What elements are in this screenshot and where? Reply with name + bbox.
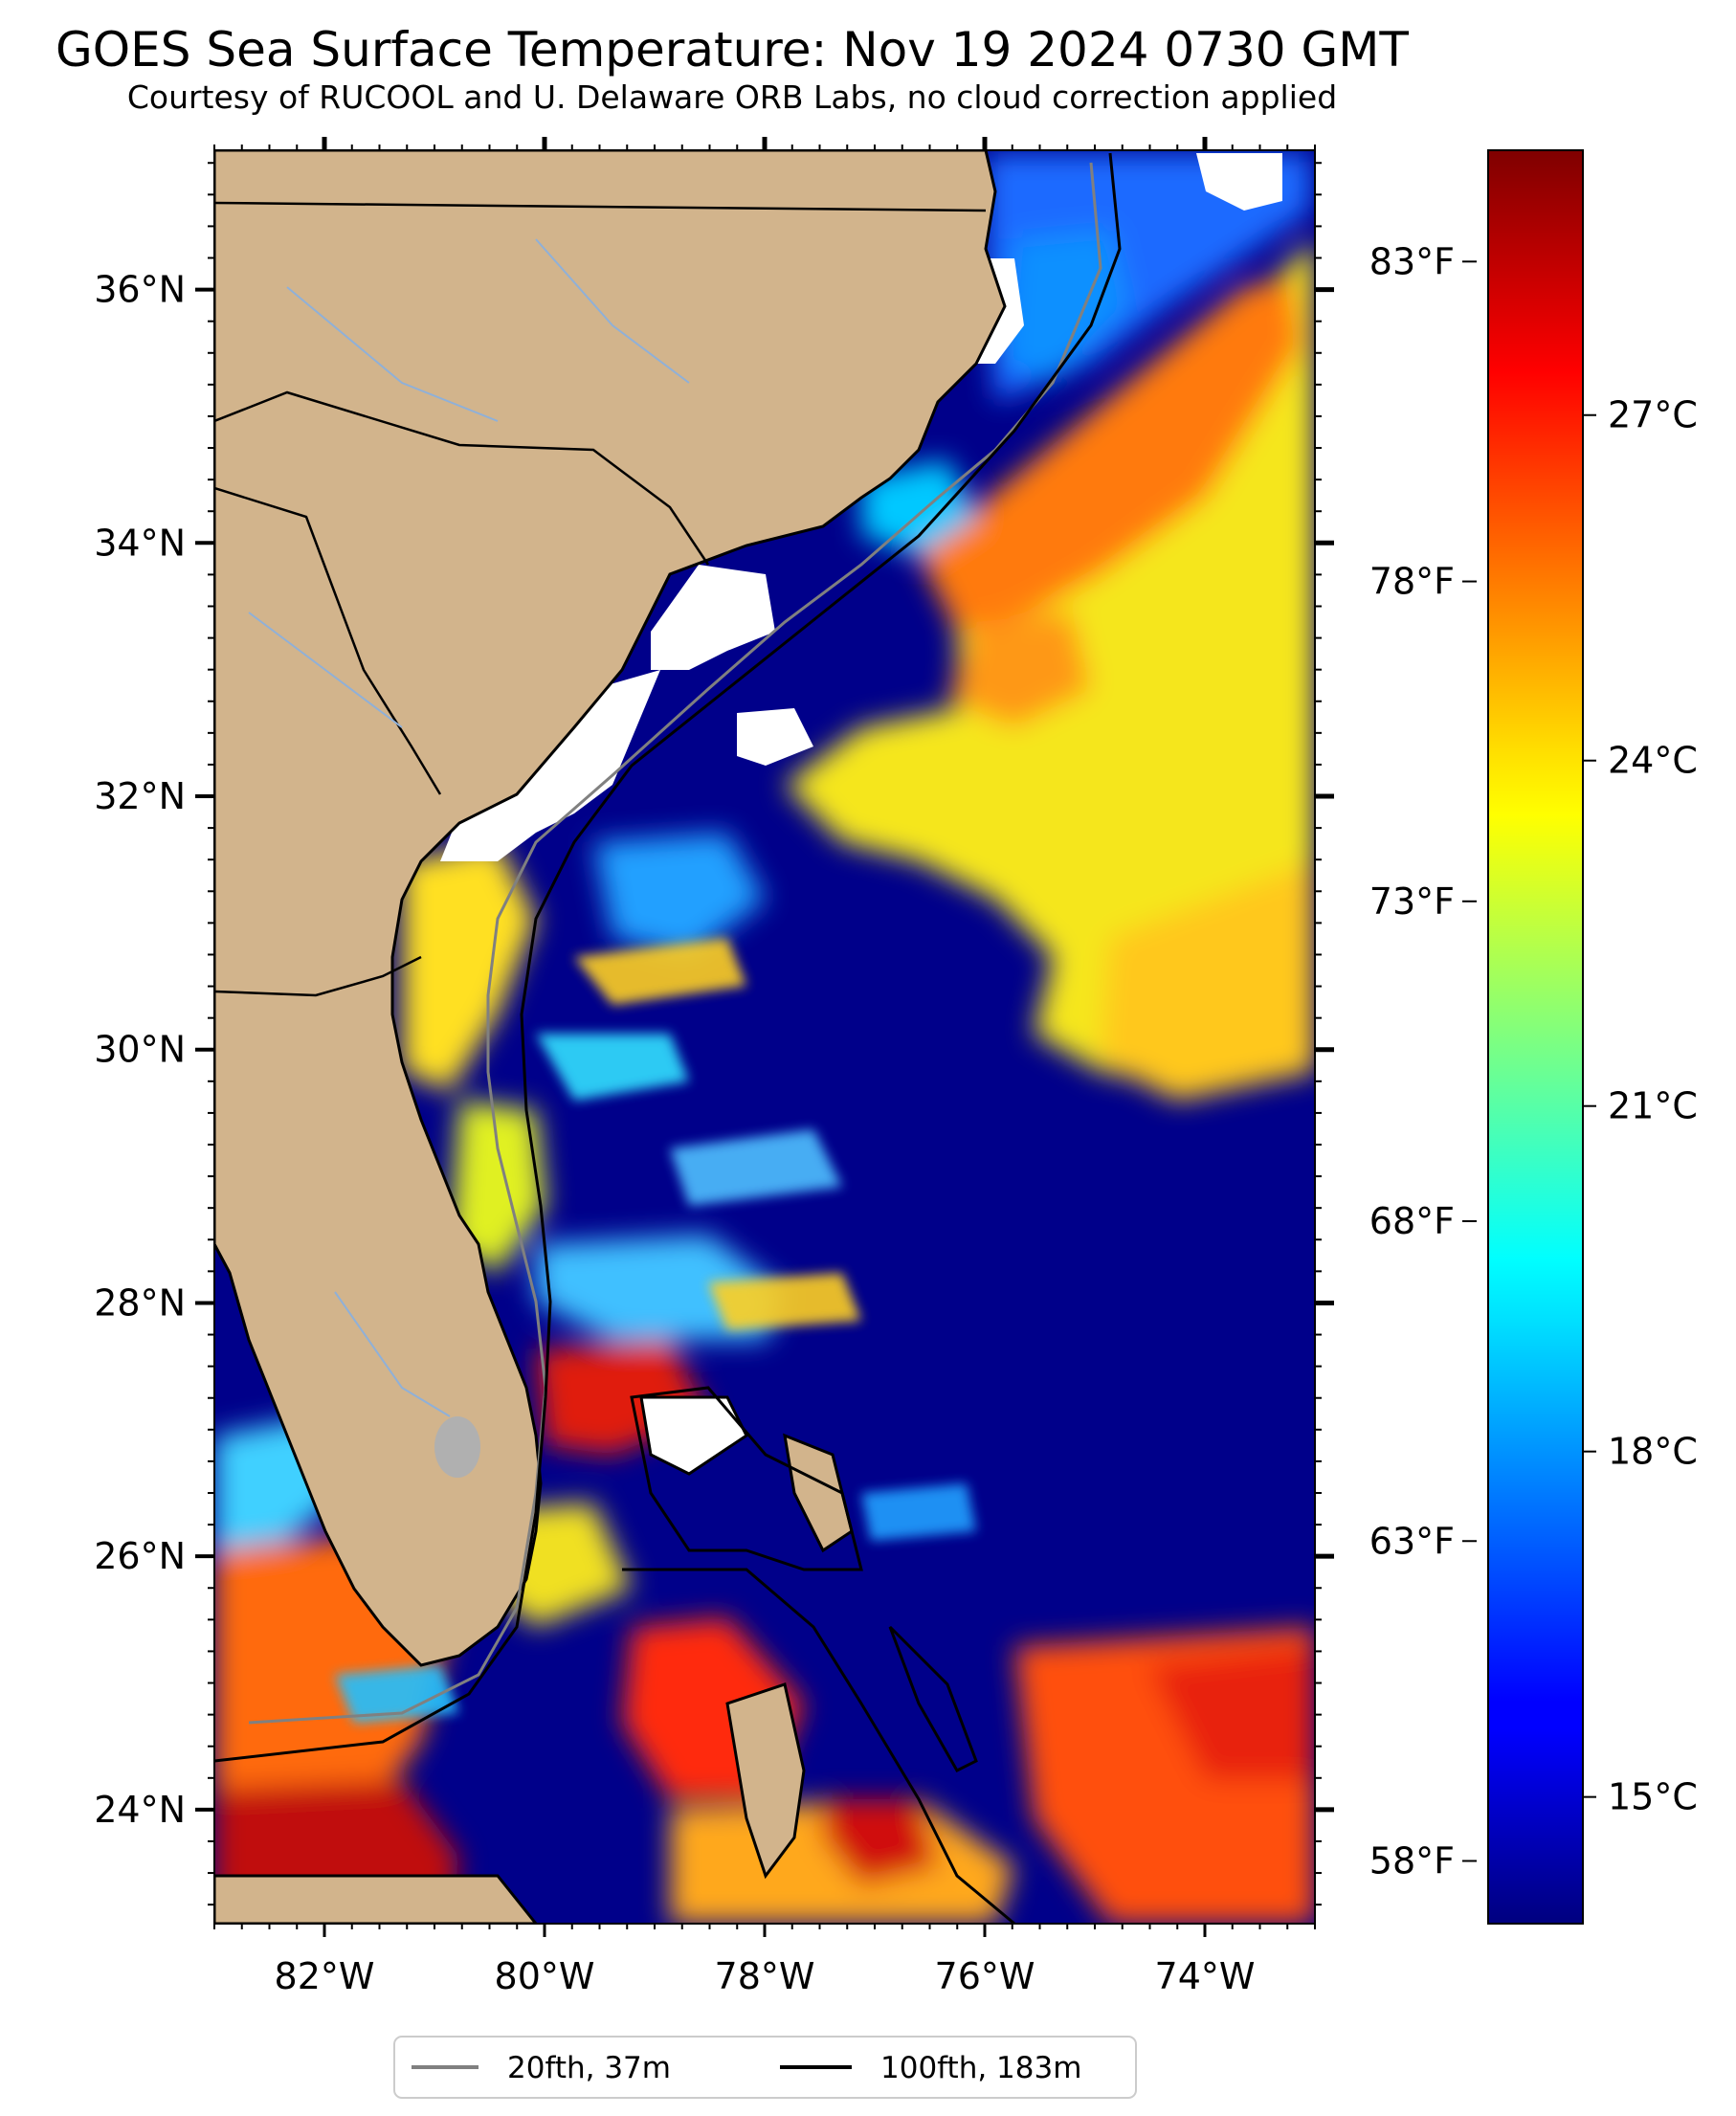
- map-subtitle: Courtesy of RUCOOL and U. Delaware ORB L…: [126, 78, 1338, 116]
- fahrenheit-tick-label: 63°F: [1369, 1520, 1455, 1562]
- colorbar: [1487, 149, 1584, 1925]
- colorbar-tick-label: 27°C: [1608, 394, 1698, 436]
- fahrenheit-tick-label: 83°F: [1369, 240, 1455, 282]
- lon-tick-label: 80°W: [495, 1955, 595, 1997]
- grand-bahama: [639, 1395, 748, 1476]
- andros-island: [725, 1682, 806, 1880]
- sst-eddies: [335, 938, 976, 1723]
- land: [214, 150, 1007, 1924]
- lat-tick-label: 34°N: [94, 522, 186, 564]
- cuba: [214, 1874, 538, 1924]
- lon-tick-label: 82°W: [275, 1955, 375, 1997]
- latitude-ticks: 36°N 34°N 32°N 30°N 28°N 26°N 24°N: [94, 162, 1334, 1906]
- fahrenheit-ticks: 83°F 78°F 73°F 68°F 63°F 58°F: [1369, 240, 1477, 1882]
- fahrenheit-tick-label: 58°F: [1369, 1839, 1455, 1882]
- isobath-20fth: [248, 162, 1102, 1725]
- colorbar-tick-label: 21°C: [1608, 1085, 1698, 1127]
- lat-tick-label: 30°N: [94, 1029, 186, 1071]
- colorbar-tick-label: 24°C: [1608, 740, 1698, 782]
- lat-tick-label: 28°N: [94, 1281, 186, 1324]
- fahrenheit-tick-label: 73°F: [1369, 880, 1455, 923]
- lon-tick-label: 76°W: [935, 1955, 1035, 1997]
- colorbar-tick-label: 18°C: [1608, 1431, 1698, 1473]
- colorbar-ticks: 27°C 24°C 21°C 18°C 15°C: [1583, 394, 1698, 1818]
- legend-label-20fth: 20fth, 37m: [507, 2051, 671, 2085]
- lat-tick-label: 24°N: [94, 1789, 186, 1831]
- isobath-100fth-bahamas: [630, 1386, 863, 1571]
- lon-tick-label: 78°W: [715, 1955, 815, 1997]
- map-title: GOES Sea Surface Temperature: Nov 19 202…: [56, 22, 1409, 78]
- legend-box: [393, 2036, 1137, 2099]
- abaco: [783, 1433, 854, 1553]
- us-mainland: [214, 150, 1007, 1667]
- isobath-100fth: [214, 152, 1122, 1763]
- lat-tick-label: 26°N: [94, 1535, 186, 1577]
- legend-label-100fth: 100fth, 183m: [880, 2051, 1081, 2085]
- isobath-legend: 20fth, 37m 100fth, 183m: [393, 2036, 1137, 2099]
- rivers: [248, 238, 690, 1417]
- lat-tick-label: 36°N: [94, 269, 186, 311]
- fahrenheit-tick-label: 78°F: [1369, 561, 1455, 603]
- lake-okeechobee: [434, 1416, 480, 1478]
- isobath-100fth-south: [622, 1568, 1015, 1924]
- lon-tick-label: 74°W: [1155, 1955, 1256, 1997]
- lat-tick-label: 32°N: [94, 775, 186, 817]
- sst-map: [214, 150, 1315, 1924]
- fahrenheit-tick-label: 68°F: [1369, 1200, 1455, 1242]
- eleuthera: [888, 1625, 978, 1772]
- longitude-ticks: 82°W 80°W 78°W 76°W 74°W: [213, 137, 1316, 1997]
- colorbar-tick-label: 15°C: [1608, 1776, 1698, 1818]
- sst-field: [214, 153, 1315, 1924]
- state-borders: [214, 201, 987, 997]
